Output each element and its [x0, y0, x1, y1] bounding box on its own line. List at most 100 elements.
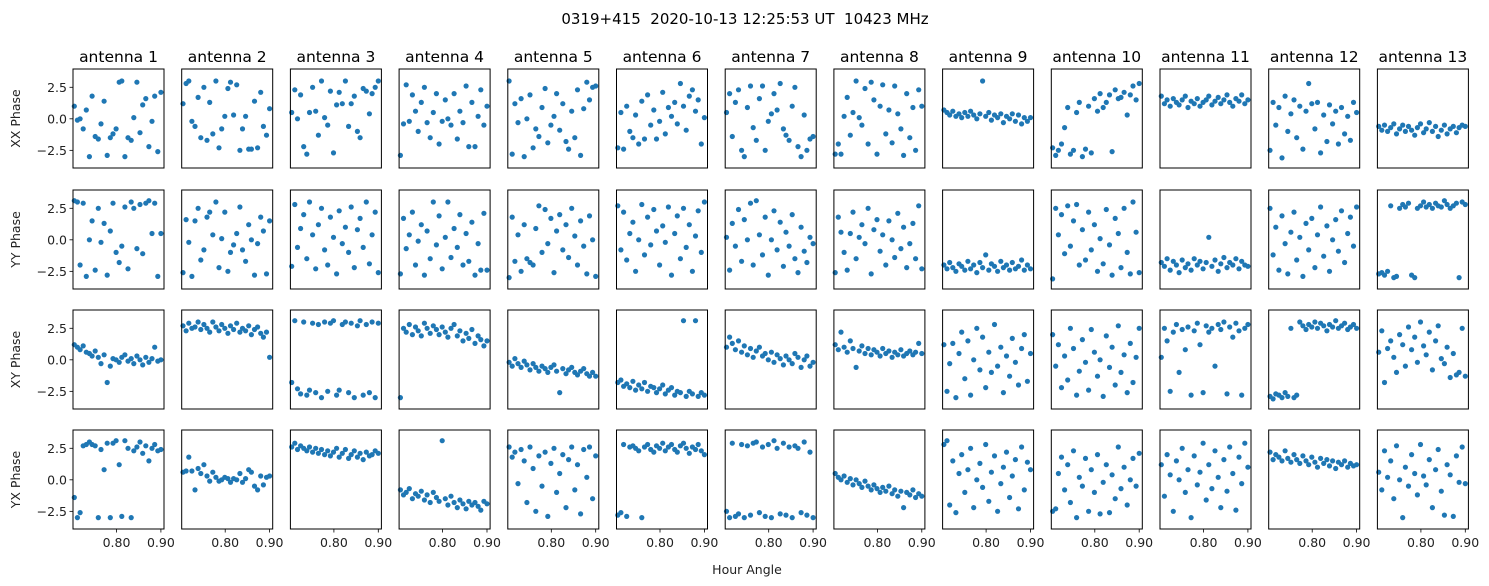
data-point	[1067, 499, 1073, 506]
data-point	[1414, 359, 1420, 365]
data-point	[832, 342, 838, 348]
data-point	[1453, 130, 1459, 136]
data-point	[1053, 205, 1059, 211]
data-point	[771, 91, 777, 97]
data-point	[974, 477, 980, 483]
data-point	[701, 115, 708, 121]
data-point	[1333, 318, 1339, 324]
data-point	[107, 363, 113, 369]
data-point	[648, 122, 654, 128]
data-point	[653, 136, 660, 142]
data-point	[204, 214, 210, 220]
data-point	[400, 121, 407, 127]
data-point	[360, 457, 366, 463]
data-point	[889, 354, 895, 360]
subplot: antenna 5	[506, 48, 600, 169]
subplot	[1267, 309, 1361, 410]
data-point	[506, 78, 512, 84]
plot-frame	[724, 309, 817, 410]
data-point	[886, 218, 892, 224]
data-point	[86, 237, 92, 243]
data-point	[668, 113, 675, 119]
data-point	[348, 452, 354, 458]
data-point	[421, 497, 427, 503]
chart-title: 0319+415 2020-10-13 12:25:53 UT 10423 MH…	[561, 10, 928, 28]
subplot: antenna 13	[1376, 48, 1469, 169]
data-point	[301, 144, 307, 150]
data-point	[907, 492, 913, 498]
data-point	[1285, 271, 1291, 277]
data-point	[904, 91, 910, 97]
data-point	[1088, 326, 1094, 333]
data-point	[853, 256, 859, 262]
plot-frame	[507, 68, 600, 169]
subplot: antenna 11	[1158, 48, 1252, 169]
data-point	[1412, 275, 1418, 281]
data-point	[1230, 103, 1236, 109]
data-point	[1433, 467, 1439, 473]
data-point	[1130, 199, 1136, 205]
data-point	[850, 109, 856, 116]
data-point	[560, 247, 566, 253]
data-point	[563, 505, 569, 511]
plot-frame	[724, 68, 817, 169]
data-point	[1239, 258, 1245, 264]
data-point	[944, 388, 950, 394]
data-point	[357, 450, 363, 456]
data-point	[801, 357, 807, 363]
data-point	[1309, 454, 1315, 460]
plot-frame	[1268, 429, 1361, 530]
subplot: 0.80 0.90	[832, 429, 936, 550]
data-point	[919, 350, 925, 357]
data-point	[481, 343, 487, 349]
data-point	[1267, 147, 1273, 153]
data-point	[1338, 462, 1345, 468]
data-point	[421, 272, 427, 278]
data-point	[1347, 137, 1353, 143]
data-point	[1456, 275, 1462, 281]
data-point	[554, 91, 560, 97]
data-point	[1409, 347, 1415, 353]
data-point	[248, 237, 254, 243]
data-point	[786, 243, 792, 249]
data-point	[1176, 477, 1182, 483]
data-point	[1444, 344, 1450, 350]
data-point	[1345, 230, 1351, 237]
data-point	[318, 205, 325, 211]
data-point	[871, 97, 877, 103]
data-point	[1282, 241, 1288, 247]
data-point	[451, 499, 457, 506]
plot-frame	[398, 189, 491, 290]
data-point	[554, 228, 560, 234]
data-point	[201, 321, 207, 328]
data-point	[1282, 93, 1288, 99]
data-point	[950, 108, 956, 114]
data-point	[436, 498, 442, 504]
data-point	[342, 224, 348, 230]
data-point	[545, 241, 551, 247]
data-point	[810, 515, 816, 521]
data-point	[877, 489, 883, 495]
data-point	[1230, 262, 1236, 268]
data-point	[231, 326, 237, 333]
data-point	[624, 381, 630, 387]
data-point	[1462, 481, 1468, 487]
data-point	[877, 248, 883, 254]
data-point	[657, 386, 663, 392]
subplot: 0.80 0.90	[180, 429, 284, 550]
data-point	[865, 205, 871, 211]
data-point	[1182, 347, 1188, 353]
data-point	[1321, 112, 1327, 118]
plot-frame	[942, 429, 1035, 530]
data-point	[980, 265, 986, 271]
data-point	[210, 131, 216, 137]
data-point	[1239, 92, 1245, 98]
data-point	[1294, 135, 1300, 141]
data-point	[372, 395, 378, 401]
data-point	[886, 483, 892, 489]
data-point	[1412, 132, 1418, 138]
data-point	[1417, 319, 1424, 325]
data-point	[1326, 102, 1333, 108]
data-point	[593, 453, 599, 459]
data-point	[1200, 440, 1206, 446]
